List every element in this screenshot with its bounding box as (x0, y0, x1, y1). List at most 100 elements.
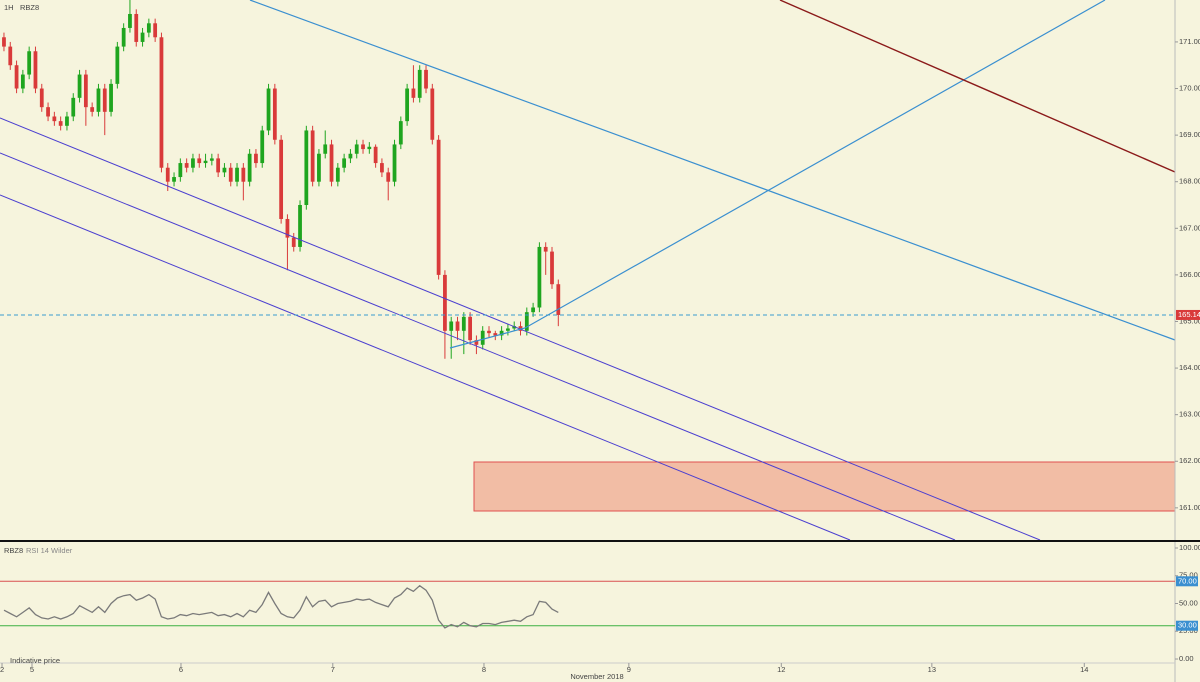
y-tick-label: 165.00 (1179, 316, 1200, 325)
x-tick-label: 7 (331, 665, 335, 674)
candle-body (335, 167, 340, 182)
y-tick-label: 170.00 (1179, 84, 1200, 93)
zone (473, 461, 1176, 512)
x-tick-label: 8 (482, 665, 486, 674)
candle-body (128, 13, 132, 28)
candle-body (83, 74, 88, 108)
candle-body (317, 153, 321, 182)
candle-body (121, 27, 126, 47)
candle-body (304, 130, 309, 206)
band-label: 70.00 (1178, 576, 1197, 585)
y-tick-label: 167.00 (1179, 223, 1200, 232)
candle-body (102, 88, 107, 112)
candle-body (146, 23, 151, 33)
candle-body (398, 121, 403, 145)
candle-body (58, 121, 63, 126)
trend-line (0, 194, 851, 541)
candle-body (247, 153, 252, 182)
candle-body (172, 177, 176, 182)
y-tick-label: 100.00 (1179, 543, 1200, 552)
candle-body (468, 316, 473, 341)
candle-body (14, 65, 19, 89)
candle-body (449, 321, 454, 331)
candle-body (392, 144, 397, 182)
x-tick-label: 6 (179, 665, 183, 674)
candle-body (329, 144, 334, 182)
candle-body (115, 46, 120, 84)
candle-body (443, 274, 447, 331)
candle-body (405, 88, 410, 122)
trend-line (779, 0, 1176, 173)
last-price-box (1176, 309, 1200, 320)
candle-body (209, 158, 214, 161)
candle-body (153, 23, 158, 38)
candle-body (348, 153, 353, 159)
candle-body (203, 160, 208, 164)
candle-body (430, 88, 435, 140)
candle-body (90, 107, 95, 112)
candle-body (524, 312, 529, 331)
candle-body (386, 172, 391, 182)
candle-body (20, 74, 25, 89)
candle-body (550, 251, 554, 285)
candle-body (373, 146, 378, 164)
y-tick-label: 169.00 (1179, 130, 1200, 139)
y-tick-label: 75.00 (1179, 571, 1198, 580)
candle-body (480, 330, 485, 345)
candle-body (493, 333, 498, 336)
candle-body (512, 326, 517, 329)
candle-body (487, 330, 491, 334)
candle-body (8, 46, 13, 66)
candle-body (216, 158, 221, 173)
candle-body (33, 51, 38, 89)
candle-body (178, 163, 183, 178)
rsi-title: RSI 14 Wilder (26, 546, 73, 555)
candle-body (191, 158, 195, 168)
candle-body (361, 144, 365, 150)
candle-body (65, 116, 69, 126)
candle-body (260, 130, 265, 164)
band-box (1176, 620, 1198, 631)
candle-body (556, 284, 561, 315)
candle-body (417, 69, 422, 98)
candle-body (537, 246, 542, 308)
x-tick-label: 14 (1080, 665, 1088, 674)
candle-body (39, 88, 44, 108)
trend-line (249, 0, 1176, 341)
note: Indicative price (10, 656, 60, 665)
rsi-symbol: RBZ8 (4, 546, 23, 555)
candle-body (134, 13, 139, 42)
candle-body (272, 88, 277, 140)
candle-body (436, 139, 441, 275)
candle-body (543, 246, 548, 252)
candle-body (77, 74, 82, 98)
candle-body (222, 167, 227, 173)
drawings (0, 0, 1176, 541)
candle-body (228, 167, 233, 182)
candle-body (197, 158, 202, 164)
candle-body (2, 37, 6, 47)
y-tick-label: 171.00 (1179, 37, 1200, 46)
candle-body (342, 158, 347, 168)
y-tick-label: 164.00 (1179, 363, 1200, 372)
candle-body (323, 144, 328, 154)
y-tick-label: 168.00 (1179, 177, 1200, 186)
candle-body (455, 321, 460, 331)
y-tick-label: 0.00 (1179, 654, 1194, 663)
x-tick-label: 12 (777, 665, 785, 674)
candle-body (140, 32, 145, 42)
x-tick-label: 5 (30, 665, 34, 674)
candle-body (235, 167, 239, 182)
y-tick-label: 50.00 (1179, 598, 1198, 607)
candle-body (531, 307, 535, 313)
candle-body (461, 316, 466, 331)
candle-body (354, 144, 359, 154)
candle-body (291, 237, 296, 247)
band-label: 30.00 (1178, 621, 1197, 630)
band-box (1176, 576, 1198, 587)
x-axis-label: November 2018 (570, 672, 623, 681)
candle-body (159, 37, 164, 168)
candle-body (241, 167, 246, 182)
y-tick-label: 25.00 (1179, 626, 1198, 635)
